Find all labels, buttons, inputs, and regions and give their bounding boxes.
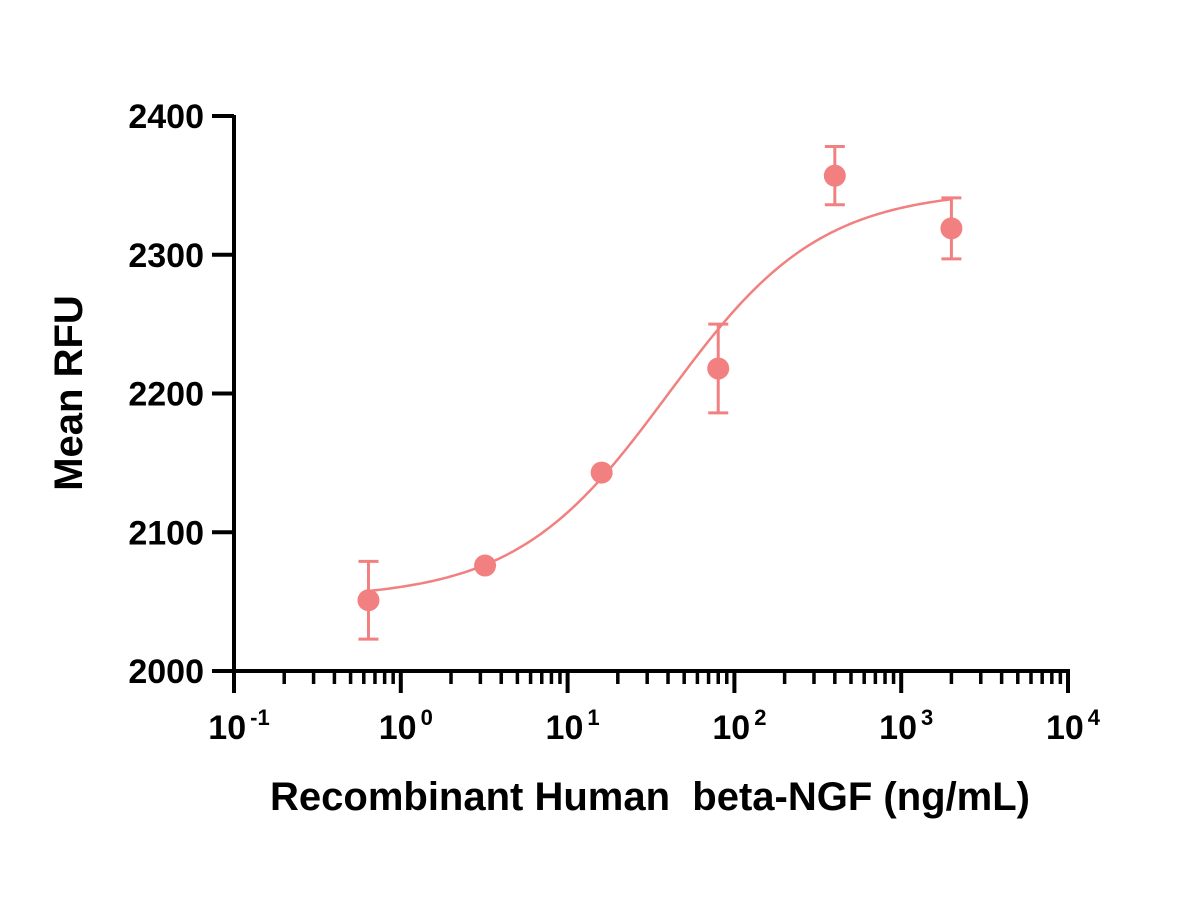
- x-tick-exponent: 0: [421, 705, 433, 730]
- x-tick-label: 10 3: [879, 705, 933, 747]
- data-points: [357, 145, 963, 641]
- data-point: [823, 164, 846, 187]
- y-tick-label: 2000: [128, 653, 204, 691]
- x-tick-exponent: 4: [1088, 705, 1101, 730]
- y-tick-label: 2300: [128, 237, 204, 275]
- x-tick-label: 10 0: [379, 705, 433, 747]
- x-tick-label: 10 2: [712, 705, 766, 747]
- y-tick-label: 2100: [128, 514, 204, 552]
- y-tick-label: 2400: [128, 98, 204, 136]
- y-axis-title: Mean RFU: [47, 295, 91, 491]
- data-point: [707, 357, 730, 380]
- x-tick-base: 10: [546, 709, 584, 747]
- data-point: [940, 217, 963, 240]
- x-tick-base: 10: [712, 709, 750, 747]
- data-point: [474, 554, 497, 577]
- y-tick-label: 2200: [128, 376, 204, 414]
- x-tick-base: 10: [1046, 709, 1084, 747]
- fit-curve-group: [368, 198, 952, 593]
- x-tick-base: 10: [879, 709, 917, 747]
- x-tick-base: 10: [208, 709, 246, 747]
- x-tick-exponent: 3: [921, 705, 933, 730]
- y-ticks: 2000 2100 2200 2300 2400: [128, 98, 234, 691]
- x-ticks: 10 -1 10 0 10 1 10 2 10 3 10 4: [208, 671, 1101, 747]
- x-tick-label: 10 4: [1046, 705, 1101, 747]
- x-tick-exponent: 1: [587, 705, 599, 730]
- x-axis-title: Recombinant Human beta-NGF (ng/mL): [270, 775, 1030, 819]
- data-point: [590, 461, 613, 484]
- x-tick-label: 10 1: [546, 705, 600, 747]
- x-tick-exponent: -1: [250, 705, 270, 730]
- x-tick-base: 10: [379, 709, 417, 747]
- x-tick-label: 10 -1: [208, 705, 269, 747]
- x-tick-exponent: 2: [754, 705, 766, 730]
- data-point: [357, 589, 380, 612]
- fit-curve: [368, 198, 952, 593]
